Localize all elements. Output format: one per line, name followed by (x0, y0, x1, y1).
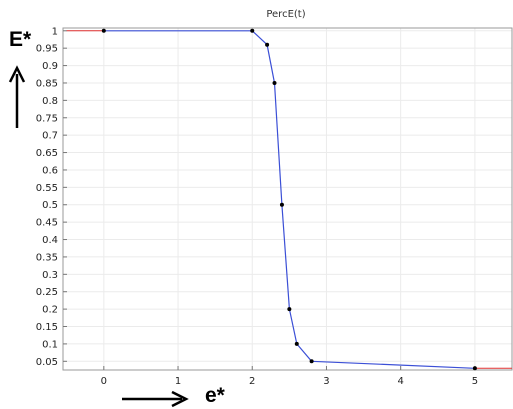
y-tick-label: 0.2 (42, 305, 58, 316)
series (66, 28, 512, 371)
plot-area (62, 27, 513, 371)
data-point (287, 307, 292, 312)
x-axis-label: e* (205, 384, 226, 407)
data-point (279, 202, 284, 207)
data-point (309, 359, 314, 364)
data-point (472, 366, 477, 371)
chart-title: PercE(t) (266, 9, 305, 20)
x-tick-label: 4 (397, 376, 403, 387)
x-tick-label: 0 (101, 376, 107, 387)
up-arrow-icon (8, 65, 26, 128)
y-tick-label: 0.15 (36, 322, 58, 333)
y-tick-label: 0.6 (42, 165, 58, 176)
y-tick-label: 0.8 (42, 96, 58, 107)
y-tick-label: 0.9 (42, 61, 58, 72)
data-point (272, 80, 277, 85)
y-tick-label: 0.55 (36, 183, 58, 194)
x-axis-ticks: 0 1 2 3 4 5 (101, 366, 478, 387)
y-tick-label: 1 (52, 26, 58, 37)
y-tick-label: 0.95 (36, 44, 58, 55)
x-tick-label: 1 (175, 376, 181, 387)
y-axis-ticks: 0.05 0.1 0.15 0.2 0.25 0.3 0.35 0.4 0.45 0.5 0.55 0… (36, 26, 67, 368)
series-line (103, 30, 475, 369)
x-tick-label: 3 (323, 376, 329, 387)
x-tick-label: 2 (249, 376, 255, 387)
y-tick-label: 0.75 (36, 113, 58, 124)
y-tick-label: 0.85 (36, 78, 58, 89)
y-tick-label: 0.1 (42, 339, 58, 350)
y-tick-label: 0.3 (42, 270, 58, 281)
y-tick-label: 0.5 (42, 200, 58, 211)
data-point (250, 28, 255, 33)
data-point (101, 28, 106, 33)
y-tick-label: 0.25 (36, 287, 58, 298)
y-axis-label: E* (9, 28, 32, 51)
x-tick-label: 5 (472, 376, 478, 387)
right-arrow-icon (122, 390, 189, 408)
y-tick-label: 0.7 (42, 131, 58, 142)
y-tick-label: 0.4 (42, 235, 58, 246)
data-point (294, 341, 299, 346)
y-tick-label: 0.35 (36, 252, 58, 263)
y-tick-label: 0.65 (36, 148, 58, 159)
y-tick-label: 0.05 (36, 357, 58, 368)
y-tick-label: 0.45 (36, 218, 58, 229)
grid (63, 28, 512, 370)
data-point (265, 42, 270, 47)
